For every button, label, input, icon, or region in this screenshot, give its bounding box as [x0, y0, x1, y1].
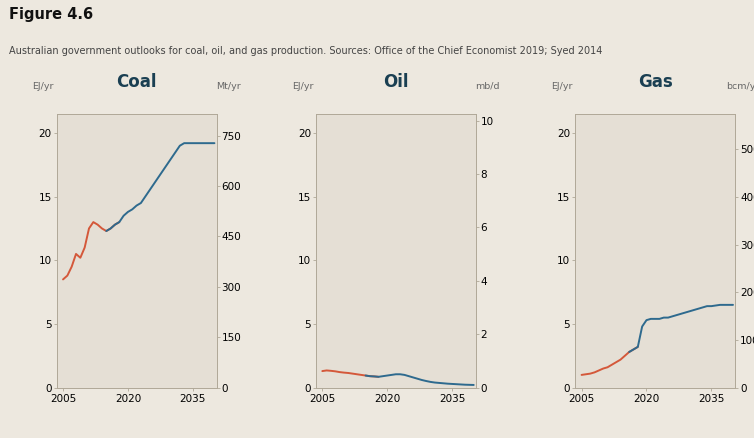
- Text: Mt/yr: Mt/yr: [216, 81, 241, 91]
- Text: Oil: Oil: [383, 73, 409, 91]
- Text: bcm/yr: bcm/yr: [726, 81, 754, 91]
- Text: Gas: Gas: [638, 73, 673, 91]
- Text: EJ/yr: EJ/yr: [292, 81, 314, 91]
- Text: mb/d: mb/d: [475, 81, 500, 91]
- Text: Coal: Coal: [116, 73, 157, 91]
- Text: EJ/yr: EJ/yr: [32, 81, 54, 91]
- Text: Figure 4.6: Figure 4.6: [9, 7, 93, 21]
- Text: Australian government outlooks for coal, oil, and gas production. Sources: Offic: Australian government outlooks for coal,…: [9, 46, 602, 56]
- Text: EJ/yr: EJ/yr: [551, 81, 572, 91]
